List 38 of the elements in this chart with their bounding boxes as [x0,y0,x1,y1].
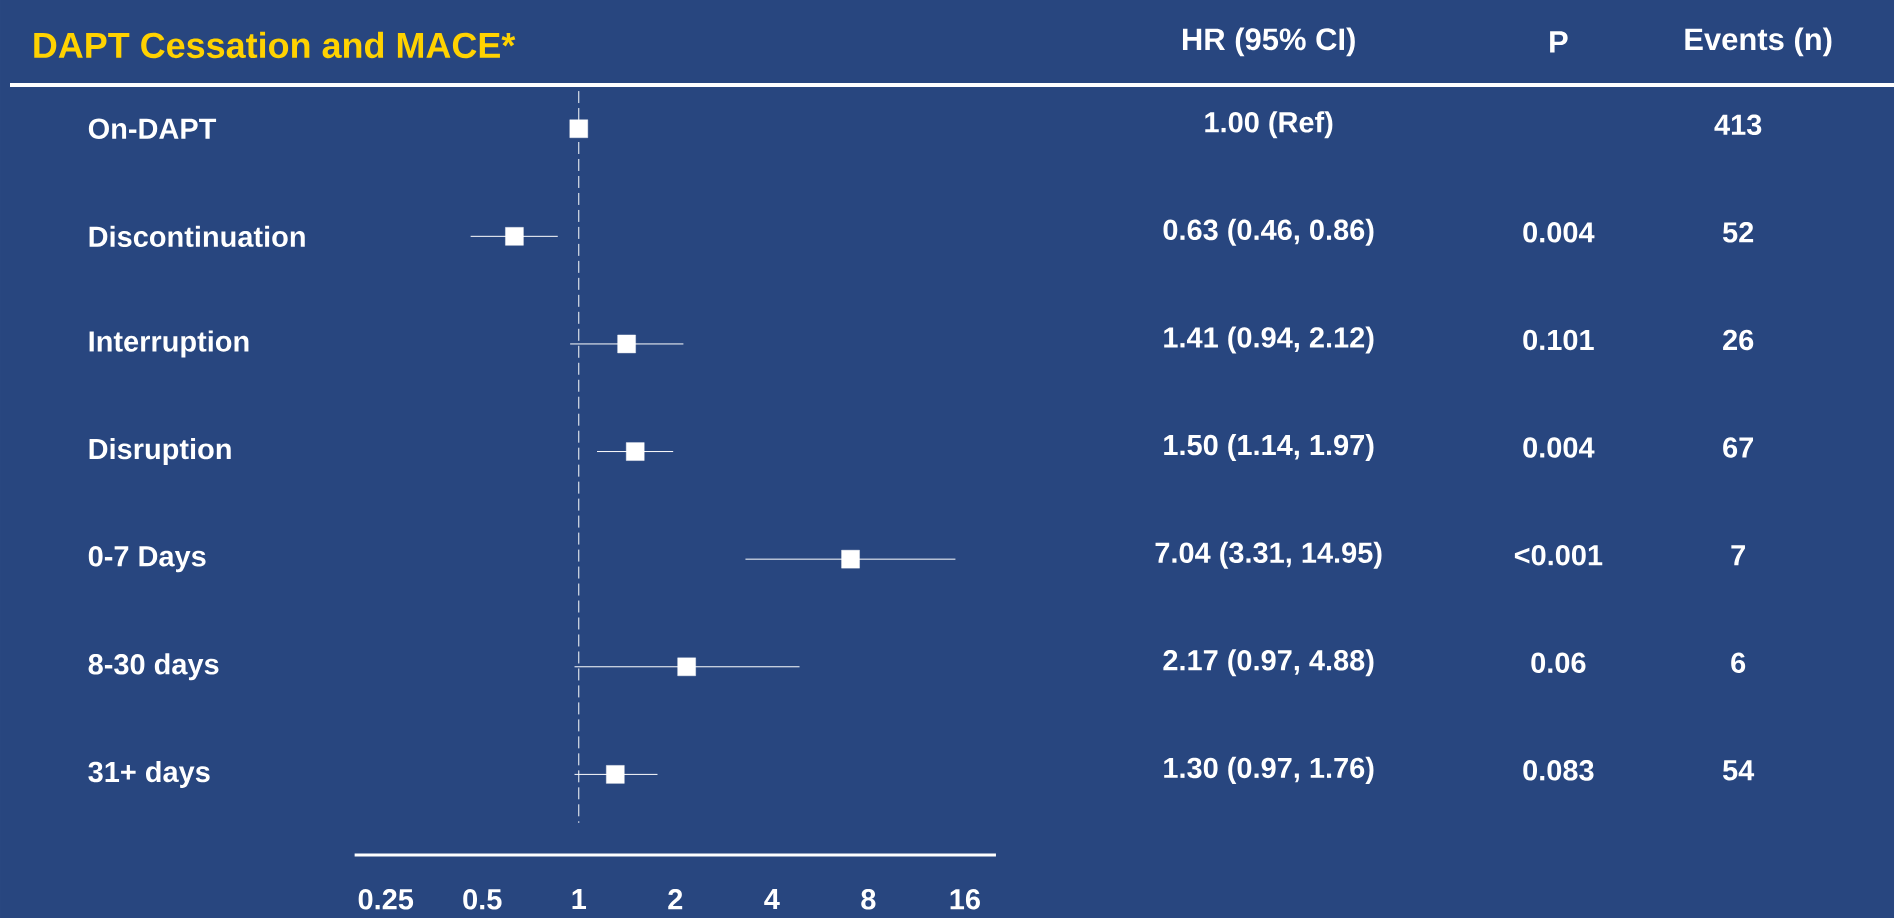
y-tick-label: Discontinuation [89,225,305,247]
text: 67 [1723,437,1754,458]
text: 1.41 (0.94, 2.12) [1164,326,1374,354]
text: Events (n) [1685,27,1832,57]
y-tick-label: 8-30 days [88,653,219,681]
x-tick-label: 8 [861,888,876,910]
text: 0.004 [1523,221,1595,243]
text: 7.04 (3.31, 14.95) [1155,541,1382,569]
text: 0.004 [1523,437,1595,458]
text: 0.06 [1531,652,1586,673]
y-tick-label: Interruption [89,330,249,358]
text: 1.50 (1.14, 1.97) [1164,433,1374,461]
y-tick-label: On-DAPT [88,118,217,139]
y-tick-label: 0-7 Days [88,545,206,573]
text: 6 [1731,652,1746,673]
text: HR (95% CI) [1182,27,1355,57]
text: 54 [1722,760,1755,781]
text: 7 [1731,545,1745,566]
text: 0.101 [1523,329,1594,351]
x-tick-label: 0.25 [358,888,414,910]
text: 1.30 (0.97, 1.76) [1164,756,1374,784]
text: 0.083 [1523,759,1594,781]
text: <0.001 [1514,544,1603,566]
text: 413 [1714,114,1762,135]
text: 52 [1722,221,1754,243]
text: 0.63 (0.46, 0.86) [1163,218,1374,246]
text: P [1550,31,1568,53]
x-tick-label: 1 [572,888,587,909]
text: 2.17 (0.97, 4.88) [1163,649,1374,677]
x-tick-label: 2 [668,888,683,910]
y-tick-label: Disruption [89,437,231,465]
y-tick-label: 31+ days [88,760,210,788]
text: 26 [1723,329,1754,351]
text: 1.00 (Ref) [1205,111,1333,139]
x-tick-label: 16 [950,888,980,910]
x-tick-label: 0.5 [463,888,502,910]
x-tick-label: 4 [764,888,780,909]
chart-title: DAPT Cessation and MACE* [34,31,516,59]
